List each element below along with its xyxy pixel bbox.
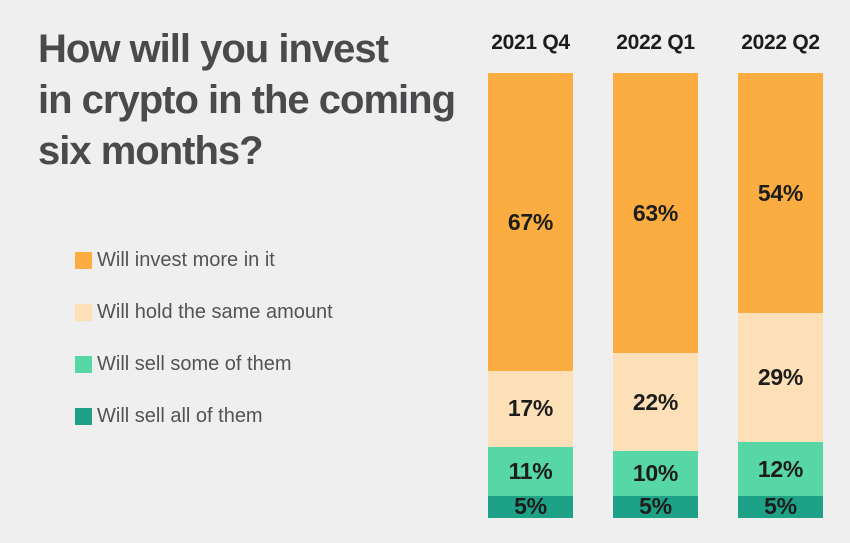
legend-swatch-icon — [75, 408, 92, 425]
legend-swatch-icon — [75, 304, 92, 321]
segment-value-label: 5% — [764, 493, 797, 520]
segment-value-label: 11% — [508, 457, 553, 484]
bar-segment: 17% — [488, 371, 573, 447]
bar-segment: 11% — [488, 446, 573, 496]
stacked-bar-chart: 2021 Q4 67% 17% 11% 5% 2022 Q1 63% 22% 10% 5% 2022… — [488, 30, 823, 518]
segment-value-label: 63% — [632, 199, 679, 226]
legend-swatch-icon — [75, 356, 92, 373]
bar-segment: 63% — [613, 73, 698, 354]
column-header: 2021 Q4 — [491, 31, 570, 54]
bar-segment: 29% — [738, 313, 823, 443]
legend-item: Will sell some of them — [75, 353, 333, 376]
bar-column: 2022 Q1 63% 22% 10% 5% — [613, 30, 698, 518]
stacked-bar: 54% 29% 12% 5% — [738, 73, 823, 518]
bar-segment: 5% — [613, 493, 698, 520]
segment-value-label: 22% — [632, 388, 679, 415]
bar-segment: 12% — [738, 442, 823, 496]
bar-column: 2021 Q4 67% 17% 11% 5% — [488, 30, 573, 518]
column-header: 2022 Q1 — [616, 31, 695, 54]
segment-value-label: 17% — [507, 395, 554, 422]
segment-value-label: 67% — [507, 208, 554, 235]
stacked-bar: 67% 17% 11% 5% — [488, 73, 573, 518]
bar-column: 2022 Q2 54% 29% 12% 5% — [738, 30, 823, 518]
bar-segment: 5% — [738, 493, 823, 520]
bar-segment: 10% — [613, 451, 698, 496]
legend: Will invest more in it Will hold the same… — [75, 249, 333, 428]
segment-value-label: 5% — [639, 493, 672, 520]
bar-segment: 22% — [613, 353, 698, 452]
legend-label: Will invest more in it — [97, 249, 275, 271]
legend-label: Will sell all of them — [97, 405, 263, 427]
segment-value-label: 29% — [757, 364, 804, 391]
segment-value-label: 10% — [632, 459, 679, 486]
legend-label: Will hold the same amount — [97, 301, 333, 323]
legend-swatch-icon — [75, 252, 92, 269]
legend-item: Will sell all of them — [75, 405, 333, 428]
legend-item: Will invest more in it — [75, 249, 333, 272]
segment-value-label: 5% — [514, 493, 547, 520]
bar-segment: 54% — [738, 73, 823, 314]
column-header: 2022 Q2 — [741, 31, 820, 54]
stacked-bar: 63% 22% 10% 5% — [613, 73, 698, 518]
bar-segment: 67% — [488, 73, 573, 372]
legend-label: Will sell some of them — [97, 353, 292, 375]
chart-title: How will you invest in crypto in the com… — [38, 27, 456, 173]
segment-value-label: 12% — [757, 455, 804, 482]
legend-item: Will hold the same amount — [75, 301, 333, 324]
segment-value-label: 54% — [757, 179, 804, 206]
bar-segment: 5% — [488, 493, 573, 520]
